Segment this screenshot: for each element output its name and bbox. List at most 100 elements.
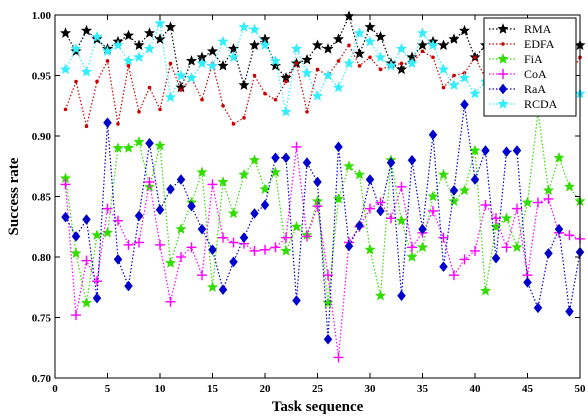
data-point-fia [343,160,355,171]
data-point-coa [428,206,438,217]
x-axis-label: Task sequence [272,399,364,415]
data-point-coa [365,203,375,214]
data-point-fia [469,144,481,156]
data-point-coa [333,352,344,363]
data-point-raa [271,152,280,164]
data-point-rma [416,39,429,50]
data-point-rma [374,30,387,42]
data-point-rcda [332,81,345,93]
data-point-fia [269,166,282,178]
data-point-rcda [280,105,292,117]
data-point-fia [290,220,303,232]
data-point-rcda [343,57,355,69]
data-point-raa [533,302,543,314]
data-point-fia [563,181,576,192]
y-tick-label: 0.70 [32,373,52,385]
data-point-edfa [137,110,141,114]
data-point-edfa [116,122,120,126]
data-point-coa [123,239,134,250]
data-point-coa [281,232,291,243]
legend-marker-rma [497,23,509,34]
data-point-edfa [378,67,383,72]
y-tick-label: 0.95 [32,71,52,83]
data-point-raa [61,211,70,223]
data-point-rcda [416,27,429,38]
data-point-coa [386,213,396,224]
legend-label-edfa: EDFA [524,37,555,51]
legend-marker-raa [498,83,508,95]
legend-marker-rcda [497,98,509,109]
data-point-edfa [252,73,257,78]
data-point-edfa [200,97,204,102]
y-tick-label: 0.85 [32,192,52,204]
y-tick-label: 0.90 [32,131,52,143]
legend-label-rcda: RCDA [524,97,558,111]
data-point-fia [259,183,271,194]
data-point-rma [122,29,135,41]
data-point-raa [428,129,438,141]
data-point-raa [491,252,501,264]
data-point-coa [197,270,207,281]
data-point-coa [449,270,459,281]
x-tick-label: 10 [155,383,167,395]
data-point-rma [185,55,198,66]
data-point-raa [344,240,354,252]
data-point-rcda [458,72,471,83]
data-point-rma [248,39,261,50]
x-tick-label: 15 [207,383,219,395]
data-point-edfa [158,107,162,112]
data-point-rcda [175,69,187,81]
data-point-coa [186,242,197,253]
data-point-raa [502,146,511,158]
data-point-fia [416,241,429,253]
data-point-rma [269,60,282,71]
legend-item-fia: FiA [489,52,543,66]
data-point-coa [270,242,281,253]
data-point-raa [145,137,154,149]
data-point-rcda [301,67,313,78]
data-point-raa [71,231,81,242]
data-point-rma [343,10,355,21]
data-point-edfa [63,107,68,112]
x-tick-label: 40 [470,383,482,395]
data-point-raa [166,183,175,195]
data-point-edfa [336,59,341,63]
data-point-raa [250,208,259,219]
data-point-rma [332,33,345,44]
data-point-coa [134,237,144,248]
x-tick-label: 45 [522,383,534,395]
data-point-rma [448,33,460,44]
data-point-coa [501,242,512,253]
data-point-raa [565,306,574,317]
data-point-raa [208,244,217,256]
data-point-rcda [227,51,240,63]
data-point-rma [395,63,408,75]
data-point-rma [154,33,166,44]
data-point-rcda [185,72,198,83]
data-point-rcda [133,51,145,63]
data-point-raa [439,261,448,273]
data-point-fia [322,297,334,308]
data-point-edfa [95,79,99,84]
data-point-rcda [154,17,166,29]
data-point-raa [82,214,91,225]
data-point-rma [364,21,376,32]
data-point-fia [164,257,177,268]
data-point-coa [218,232,228,243]
data-point-raa [176,174,186,185]
data-point-coa [323,270,333,281]
data-point-raa [187,200,196,212]
data-point-raa [323,333,333,345]
data-point-rcda [143,43,156,54]
data-point-raa [239,232,249,244]
data-point-rcda [122,55,135,66]
data-point-coa [60,179,71,190]
data-point-edfa [294,61,299,66]
data-point-fia [479,285,492,296]
data-point-fia [217,176,229,187]
data-point-edfa [263,91,267,96]
data-point-edfa [284,79,288,84]
data-point-fia [238,168,250,180]
data-point-edfa [231,122,236,126]
